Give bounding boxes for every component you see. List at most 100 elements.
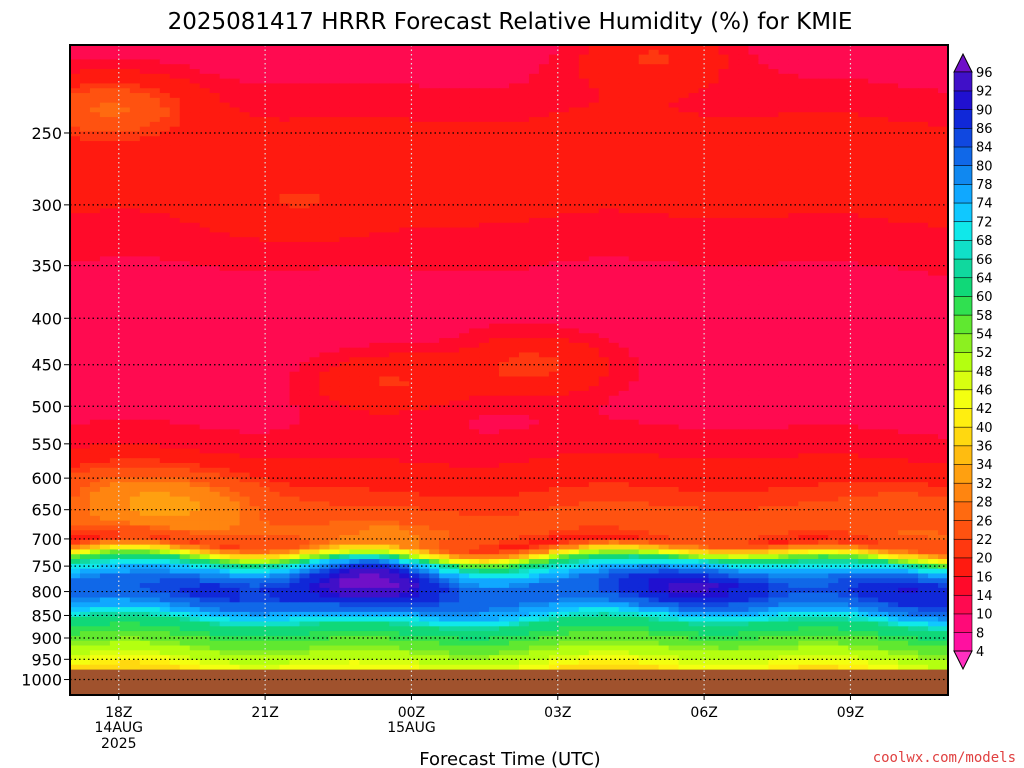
grid-lines [70,45,948,695]
colorbar-swatch-14 [953,575,973,596]
colorbar-swatch-72 [953,202,973,223]
colorbar-swatch-90 [953,90,973,110]
colorbar-label-68: 68 [976,234,993,249]
y-tick-label-800: 800 [31,583,62,602]
y-tick-label-250: 250 [31,124,62,143]
colorbar-label-10: 10 [976,608,993,623]
colorbar-swatch-26 [953,501,973,521]
colorbar-label-52: 52 [976,346,993,361]
y-tick-label-950: 950 [31,650,62,669]
colorbar-swatch-4 [953,632,973,652]
colorbar-label-74: 74 [976,197,993,212]
rh-contour-field [70,45,949,671]
colorbar-label-58: 58 [976,309,993,324]
colorbar-label-22: 22 [976,533,993,548]
colorbar-swatch-16 [953,557,973,577]
colorbar-swatch-78 [953,165,973,185]
y-tick-label-300: 300 [31,196,62,215]
colorbar-label-46: 46 [976,384,993,399]
x-tick-year-18Z: 2025 [101,736,137,752]
colorbar-label-72: 72 [976,215,993,230]
colorbar-swatch-34 [953,445,973,465]
colorbar-swatch-60 [953,277,973,297]
colorbar-label-16: 16 [976,570,993,585]
colorbar-swatch-40 [953,407,973,428]
y-tick-label-600: 600 [31,469,62,488]
colorbar-label-42: 42 [976,402,993,417]
colorbar-label-34: 34 [976,458,993,473]
x-tick-label-09Z: 09Z [837,705,864,721]
y-tick-label-1000: 1000 [21,671,62,690]
colorbar-label-36: 36 [976,440,993,455]
colorbar-swatch-28 [953,482,973,503]
y-tick-label-500: 500 [31,397,62,416]
colorbar-swatch-32 [953,463,973,484]
x-tick-date-18Z: 14AUG [95,720,144,736]
colorbar-label-80: 80 [976,159,993,174]
colorbar-label-40: 40 [976,421,993,436]
colorbar-swatch-64 [953,258,973,279]
x-tick-label-18Z: 18Z [105,705,132,721]
colorbar-label-4: 4 [976,645,984,660]
colorbar-label-14: 14 [976,589,993,604]
colorbar-swatch-92 [953,71,973,92]
colorbar-label-32: 32 [976,477,993,492]
colorbar-swatch-42 [953,389,973,409]
colorbar-swatch-74 [953,183,973,204]
colorbar-label-54: 54 [976,327,993,342]
colorbar-label-60: 60 [976,290,993,305]
y-tick-label-350: 350 [31,257,62,276]
colorbar-swatch-68 [953,221,973,241]
colorbar-label-96: 96 [976,66,993,81]
colorbar-label-8: 8 [976,626,984,641]
x-tick-label-21Z: 21Z [251,705,278,721]
credit-text: coolwx.com/models [873,750,1016,766]
colorbar-label-66: 66 [976,253,993,268]
pressure-axis: 250 300 350 400 450 500 550 600 650 700 750 800 850 9… [21,124,70,690]
y-tick-label-700: 700 [31,530,62,549]
below-ground-band [70,669,948,695]
colorbar-label-20: 20 [976,552,993,567]
y-tick-label-900: 900 [31,629,62,648]
colorbar-label-64: 64 [976,271,993,286]
colorbar-swatch-54 [953,314,973,335]
y-tick-label-650: 650 [31,501,62,520]
colorbar: 4810141620222628323436404246485254586064… [953,52,993,671]
x-tick-label-00Z: 00Z [398,705,425,721]
colorbar-label-28: 28 [976,496,993,511]
colorbar-swatch-66 [953,239,973,260]
colorbar-label-84: 84 [976,141,993,156]
colorbar-swatch-10 [953,594,973,615]
colorbar-label-90: 90 [976,103,993,118]
colorbar-label-86: 86 [976,122,993,137]
colorbar-swatch-58 [953,295,973,316]
colorbar-swatch-52 [953,333,973,353]
chart-title: 2025081417 HRRR Forecast Relative Humidi… [168,9,853,35]
colorbar-label-78: 78 [976,178,993,193]
plot-frame [69,44,949,696]
colorbar-label-92: 92 [976,85,993,100]
y-tick-label-450: 450 [31,356,62,375]
ground-band [70,669,948,695]
y-tick-label-400: 400 [31,309,62,328]
x-tick-label-06Z: 06Z [690,705,717,721]
colorbar-swatch-48 [953,351,973,372]
x-tick-date-00Z: 15AUG [387,720,436,736]
colorbar-swatch-80 [953,146,973,166]
colorbar-label-26: 26 [976,514,993,529]
colorbar-label-48: 48 [976,365,993,380]
colorbar-swatch-36 [953,426,973,447]
colorbar-swatch-20 [953,538,973,559]
colorbar-bottom-arrow [953,650,973,671]
y-tick-label-750: 750 [31,557,62,576]
y-tick-label-850: 850 [31,606,62,625]
colorbar-swatch-22 [953,519,973,540]
y-tick-label-550: 550 [31,435,62,454]
colorbar-swatch-84 [953,127,973,148]
colorbar-top-arrow [953,52,973,73]
colorbar-swatch-46 [953,370,973,391]
colorbar-swatch-8 [953,613,973,633]
x-tick-label-03Z: 03Z [544,705,571,721]
